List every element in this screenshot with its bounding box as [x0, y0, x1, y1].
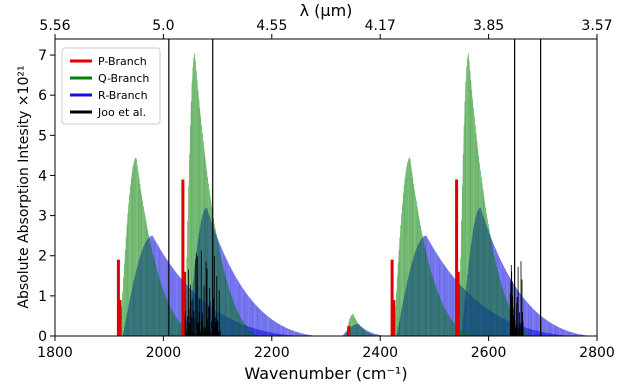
bottom-x-axis: 1800 2000 2200 2400 2600 2800	[37, 336, 615, 361]
x-tick-label-0: 1800	[37, 345, 73, 361]
top-tick-label-3: 4.17	[365, 18, 396, 34]
band-sticks	[116, 53, 588, 336]
x-tick-label-3: 2400	[362, 345, 398, 361]
plot-area	[116, 39, 595, 336]
y-tick-label-2: 2	[38, 249, 47, 265]
top-tick-label-5: 3.57	[581, 18, 612, 34]
x-tick-label-2: 2200	[254, 345, 290, 361]
top-tick-label-4: 3.85	[473, 18, 504, 34]
top-axis-title: λ (μm)	[300, 1, 353, 20]
y-tick-label-4: 4	[38, 168, 47, 184]
legend-box	[61, 47, 161, 125]
p-branch-line-2	[181, 179, 185, 336]
y-axis-title: Absolute Absorption Intesity ×10²¹	[16, 65, 32, 308]
legend-label-p-branch: P-Branch	[98, 55, 147, 68]
top-tick-label-0: 5.56	[39, 18, 70, 34]
x-tick-label-1: 2000	[146, 345, 182, 361]
y-tick-label-3: 3	[38, 209, 47, 225]
plot-frame	[54, 38, 598, 337]
x-tick-label-5: 2800	[579, 345, 615, 361]
q-branch-band-area-3	[393, 157, 476, 336]
y-tick-label-0: 0	[38, 329, 47, 345]
y-tick-label-5: 5	[38, 128, 47, 144]
p-branch-line-3	[183, 271, 186, 336]
legend: P-Branch Q-Branch R-Branch Joo et al.	[61, 47, 161, 125]
y-tick-label-7: 7	[38, 48, 47, 64]
p-branch-line-7	[455, 179, 459, 336]
legend-label-r-branch: R-Branch	[98, 89, 148, 102]
r-branch-band-area-0	[122, 235, 305, 336]
legend-label-joo-et-al: Joo et al.	[97, 106, 146, 119]
p-branch-line-4	[347, 326, 351, 336]
top-tick-label-2: 4.55	[256, 18, 287, 34]
legend-label-q-branch: Q-Branch	[98, 72, 149, 85]
p-branch-line-1	[118, 299, 122, 336]
p-branch-line-0	[116, 259, 120, 336]
reference-lines	[168, 39, 542, 336]
p-branch-line-5	[390, 259, 394, 336]
p-branch-line-6	[392, 299, 396, 336]
x-axis-title: Wavenumber (cm⁻¹)	[244, 364, 407, 383]
x-tick-label-4: 2600	[471, 345, 507, 361]
p-branch-line-8	[456, 271, 460, 336]
y-tick-label-1: 1	[38, 289, 47, 305]
top-x-axis: 5.56 5.0 4.55 4.17 3.85 3.57	[39, 18, 613, 39]
y-axis: 0 1 2 3 4 5 6 7	[38, 48, 55, 345]
y-tick-label-6: 6	[38, 88, 47, 104]
top-tick-label-1: 5.0	[152, 18, 174, 34]
